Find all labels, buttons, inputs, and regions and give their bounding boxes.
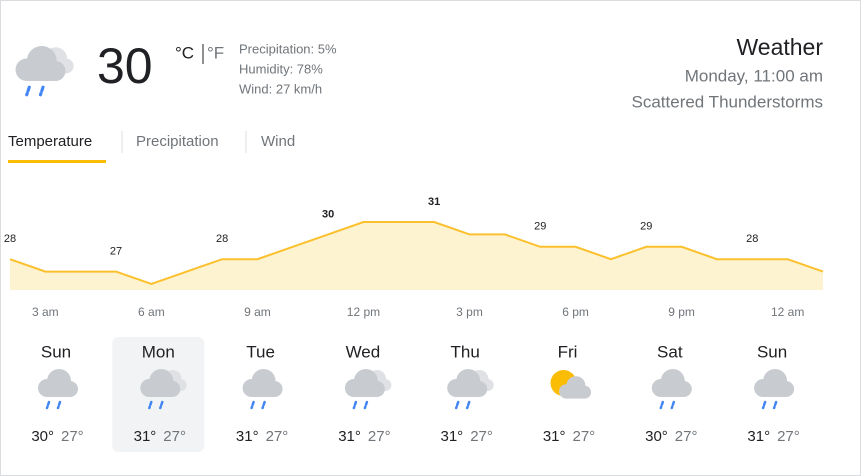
low-temp: 27° bbox=[368, 428, 391, 445]
current-temp: 30 bbox=[97, 38, 153, 94]
value-label: 28 bbox=[4, 233, 16, 245]
tab-underline bbox=[8, 160, 106, 163]
high-temp: 31° bbox=[236, 428, 259, 445]
rain-drop bbox=[38, 85, 45, 97]
day-name[interactable]: Sun bbox=[41, 342, 71, 361]
day-name[interactable]: Tue bbox=[246, 342, 275, 361]
temperature-area bbox=[10, 222, 823, 290]
title: Weather bbox=[736, 34, 823, 60]
x-tick-label: 3 pm bbox=[456, 305, 483, 319]
rain-drop bbox=[250, 400, 255, 410]
humidity: Humidity: 78% bbox=[239, 61, 323, 76]
tab[interactable]: Wind bbox=[261, 133, 295, 150]
weather-icon bbox=[140, 369, 187, 410]
tab[interactable]: Temperature bbox=[8, 133, 92, 150]
value-label: 29 bbox=[640, 221, 652, 233]
rain-drop bbox=[25, 85, 31, 97]
rain-drop bbox=[454, 400, 460, 410]
cloud-part bbox=[251, 387, 275, 397]
high-temp: 30° bbox=[645, 428, 668, 445]
low-temp: 27° bbox=[777, 428, 800, 445]
high-temp: 31° bbox=[441, 428, 464, 445]
x-tick-label: 9 am bbox=[244, 305, 271, 319]
low-temp: 27° bbox=[266, 428, 289, 445]
precipitation: Precipitation: 5% bbox=[239, 41, 337, 56]
rain-drop bbox=[56, 400, 62, 410]
cloud-part bbox=[566, 390, 585, 399]
value-label: 28 bbox=[746, 233, 758, 245]
rain-drop bbox=[148, 400, 153, 410]
day-name[interactable]: Sat bbox=[657, 342, 683, 361]
x-tick-label: 12 am bbox=[771, 305, 804, 319]
low-temp: 27° bbox=[61, 428, 84, 445]
unit-celsius[interactable]: °C bbox=[175, 43, 194, 62]
weather-icon bbox=[447, 369, 494, 410]
rain-drop bbox=[761, 400, 767, 410]
unit-fahrenheit[interactable]: °F bbox=[207, 43, 224, 62]
x-tick-label: 9 pm bbox=[668, 305, 695, 319]
rain-drop bbox=[261, 400, 266, 410]
weather-icon bbox=[38, 369, 78, 410]
high-temp: 30° bbox=[31, 428, 54, 445]
high-temp: 31° bbox=[747, 428, 770, 445]
weather-icon bbox=[242, 369, 283, 410]
cloud-part bbox=[47, 387, 70, 397]
low-temp: 27° bbox=[573, 428, 596, 445]
low-temp: 27° bbox=[675, 428, 698, 445]
day-name[interactable]: Thu bbox=[451, 342, 480, 361]
weather-icon bbox=[344, 369, 392, 410]
condition: Scattered Thunderstorms bbox=[632, 92, 824, 111]
weather-icon bbox=[15, 46, 74, 97]
rain-drop bbox=[670, 400, 676, 410]
weather-icon bbox=[550, 370, 592, 399]
temperature-line bbox=[9, 221, 824, 286]
high-temp: 31° bbox=[134, 428, 157, 445]
high-temp: 31° bbox=[338, 428, 361, 445]
value-label: 29 bbox=[534, 221, 546, 233]
cloud-part bbox=[660, 387, 684, 397]
high-temp: 31° bbox=[543, 428, 566, 445]
cloud-part bbox=[353, 387, 377, 397]
wind: Wind: 27 km/h bbox=[239, 81, 322, 96]
weather-icon bbox=[651, 369, 692, 410]
value-label: 31 bbox=[428, 196, 440, 208]
time: Monday, 11:00 am bbox=[685, 66, 823, 85]
x-tick-label: 12 pm bbox=[347, 305, 380, 319]
day-name[interactable]: Mon bbox=[142, 342, 175, 361]
low-temp: 27° bbox=[163, 428, 186, 445]
cloud-part bbox=[456, 387, 480, 397]
rain-drop bbox=[352, 400, 358, 410]
rain-drop bbox=[465, 400, 471, 410]
rain-drop bbox=[772, 400, 778, 410]
value-label: 30 bbox=[322, 208, 334, 220]
rain-drop bbox=[159, 400, 164, 410]
day-name[interactable]: Wed bbox=[346, 342, 381, 361]
x-tick-label: 3 am bbox=[32, 305, 59, 319]
rain-drop bbox=[659, 400, 665, 410]
cloud-part bbox=[763, 387, 787, 397]
cloud-part bbox=[149, 387, 173, 397]
rain-drop bbox=[45, 400, 51, 410]
cloud-part bbox=[26, 68, 56, 81]
low-temp: 27° bbox=[470, 428, 493, 445]
tab[interactable]: Precipitation bbox=[136, 133, 219, 150]
value-label: 28 bbox=[216, 233, 228, 245]
day-name[interactable]: Sun bbox=[757, 342, 787, 361]
day-name[interactable]: Fri bbox=[558, 342, 578, 361]
rain-drop bbox=[363, 400, 369, 410]
value-label: 27 bbox=[110, 246, 122, 258]
weather-icon bbox=[754, 369, 795, 410]
x-tick-label: 6 pm bbox=[562, 305, 589, 319]
x-tick-label: 6 am bbox=[138, 305, 165, 319]
